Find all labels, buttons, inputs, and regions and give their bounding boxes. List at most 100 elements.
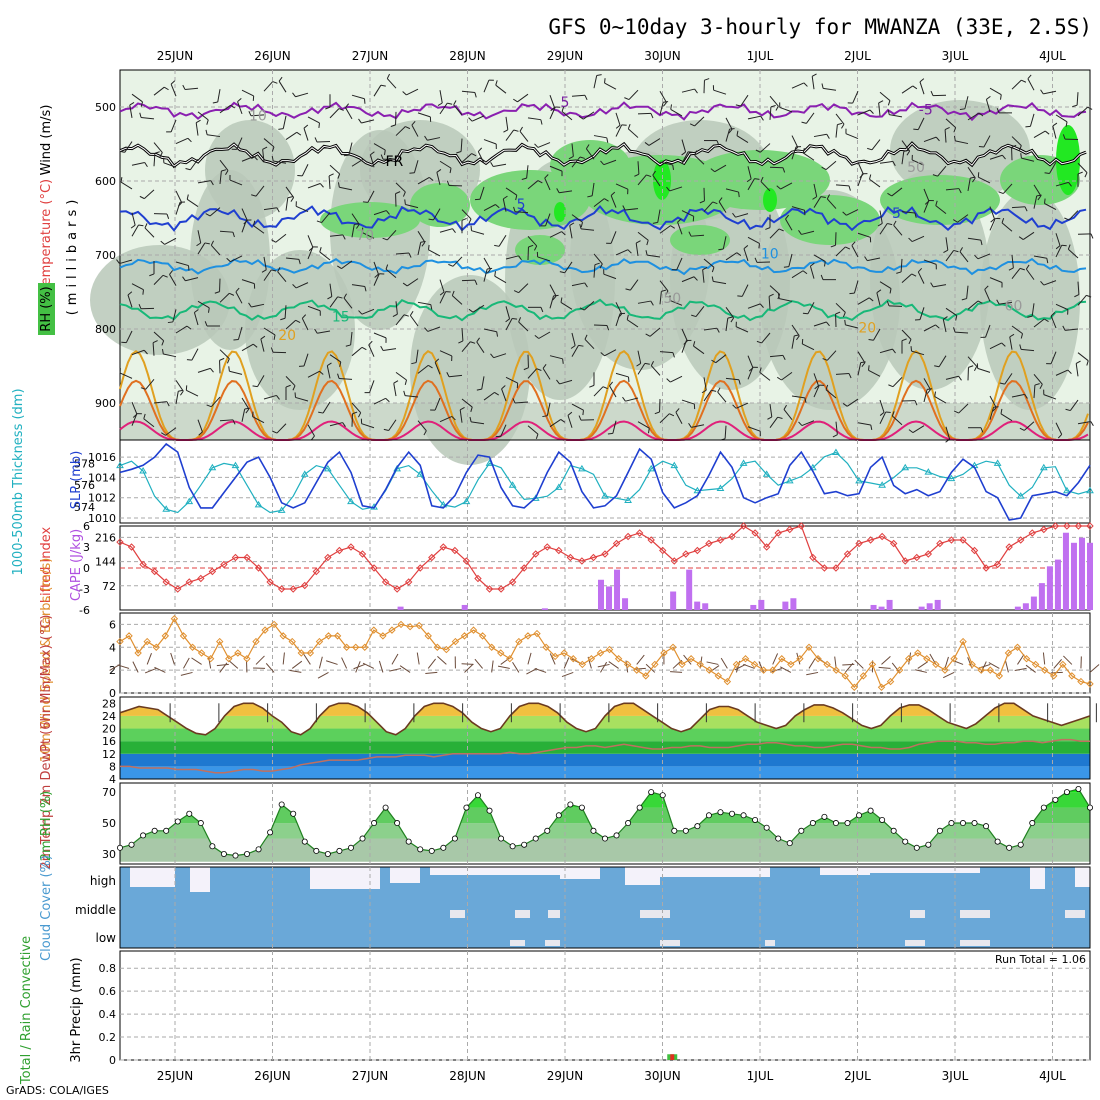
rh-marker xyxy=(636,804,643,811)
cloud-gap-high xyxy=(190,867,210,892)
li-marker xyxy=(485,585,494,593)
wind-barb-flag xyxy=(677,218,682,223)
wind-barb xyxy=(681,139,687,153)
wind-barb-flag xyxy=(888,384,894,388)
wind-barb xyxy=(197,242,206,255)
wind-barb xyxy=(977,253,991,260)
wind-barb-flag xyxy=(578,415,582,421)
wind-barb-flag xyxy=(785,214,790,220)
date-label-bottom: 3JUL xyxy=(942,1069,969,1083)
wind-barb xyxy=(735,402,749,409)
thickness-marker xyxy=(832,448,840,455)
wind-barb xyxy=(452,256,463,267)
wind-speed-marker xyxy=(832,666,840,674)
tick-label: 72 xyxy=(102,580,116,593)
wind-barb xyxy=(263,207,277,211)
wind-barb xyxy=(434,362,441,375)
li-marker xyxy=(566,553,575,562)
wind-barb-flag xyxy=(427,364,433,369)
wind-barb xyxy=(967,356,978,367)
li-line xyxy=(119,525,1090,590)
rh-marker xyxy=(890,827,897,834)
wind-barb xyxy=(966,285,969,299)
wind-barb-flag xyxy=(253,156,258,161)
wind-barb xyxy=(857,351,866,363)
wind-barb-flag xyxy=(204,321,208,327)
wind-barb-10m xyxy=(806,671,819,676)
wind-barb-flag xyxy=(1057,434,1063,439)
li-marker xyxy=(208,567,217,576)
wind-barb xyxy=(537,256,551,262)
contour-freezing-inner xyxy=(119,142,1087,167)
wind-barb-flag xyxy=(423,430,427,436)
wind-barb xyxy=(659,291,662,305)
wind-barb xyxy=(164,237,177,245)
wind-barb-flag xyxy=(736,252,742,256)
wind-barb-flag xyxy=(1024,394,1028,399)
cape-bar xyxy=(694,601,701,610)
wind-barb-flag xyxy=(778,228,784,232)
thickness-marker xyxy=(554,483,563,490)
wind-barb-flag xyxy=(1065,408,1071,412)
wind-barb xyxy=(670,375,683,383)
tick-label: 0 xyxy=(109,1054,116,1067)
li-marker xyxy=(497,585,505,593)
wind-barb-10m xyxy=(1017,654,1025,665)
wind-barb xyxy=(373,210,387,216)
wind-speed-marker xyxy=(651,660,659,669)
wind-barb xyxy=(461,209,472,220)
wind-barb xyxy=(483,204,496,212)
li-marker xyxy=(358,550,367,558)
wind-barb xyxy=(1002,183,1013,194)
wind-barb-flag xyxy=(589,384,595,388)
wind-barb xyxy=(393,383,397,397)
wind-barb-flag xyxy=(186,194,189,200)
wind-speed-marker xyxy=(669,643,677,651)
wind-barb-flag xyxy=(953,249,959,253)
tick-label: 1012 xyxy=(88,492,116,505)
wind-barb-flag xyxy=(977,300,983,304)
wind-barb-flag xyxy=(513,290,519,294)
wind-barb-flag xyxy=(298,259,301,265)
wind-barb xyxy=(1011,393,1025,398)
wind-barb xyxy=(1044,203,1057,211)
wind-barb-flag xyxy=(403,314,409,317)
date-label-top: 29JUN xyxy=(547,49,584,63)
wind-barb-flag xyxy=(446,180,450,186)
wind-barb-10m xyxy=(1063,655,1073,665)
wind-barb xyxy=(781,371,793,381)
thickness-axis-label: 1000-500mb Thickness (dm) xyxy=(11,388,26,575)
wind-barb xyxy=(944,129,947,143)
wind-barb-flag xyxy=(446,372,450,377)
li-marker xyxy=(751,529,759,537)
wind-barb-10m xyxy=(255,655,265,665)
wind-barb-flag xyxy=(428,218,434,221)
wind-speed-marker xyxy=(351,643,360,651)
rh-bands xyxy=(120,789,1090,862)
rh-marker xyxy=(163,827,170,834)
wind-barb xyxy=(427,137,441,141)
wind-barb xyxy=(373,84,382,97)
date-label-bottom: 29JUN xyxy=(547,1069,584,1083)
wind-speed-marker xyxy=(288,637,296,646)
wind-barb-flag xyxy=(868,365,870,371)
wind-barb-flag xyxy=(221,169,227,172)
li-marker xyxy=(774,529,782,537)
rh-marker xyxy=(590,827,597,834)
wind-barb xyxy=(779,106,793,113)
wind-barb-flag xyxy=(974,254,979,260)
wind-barb-flag xyxy=(420,240,426,243)
cape-bar xyxy=(918,606,925,610)
rh-marker xyxy=(971,820,978,827)
wind-barb xyxy=(780,182,793,190)
wind-barb xyxy=(603,273,617,280)
precip-left-label: Total / Rain Convective xyxy=(19,936,34,1085)
wind-barb-10m xyxy=(191,657,202,665)
date-label-top: 2JUL xyxy=(844,49,871,63)
wind-barb-flag xyxy=(404,379,408,385)
wind-barb-flag xyxy=(392,313,398,317)
wind-barb xyxy=(277,271,287,282)
wind-barb xyxy=(428,249,441,257)
wind-barb xyxy=(626,319,639,328)
